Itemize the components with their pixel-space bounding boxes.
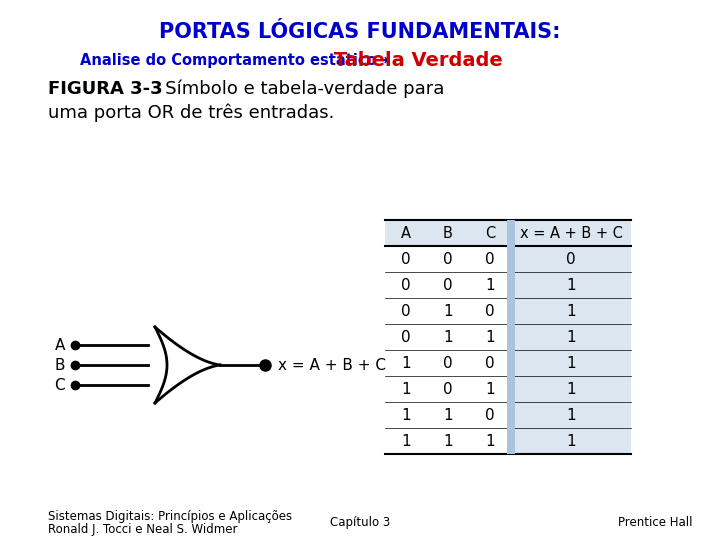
- Text: 1: 1: [485, 278, 495, 293]
- Text: B: B: [443, 226, 453, 240]
- Text: 1: 1: [485, 381, 495, 396]
- Text: uma porta OR de três entradas.: uma porta OR de três entradas.: [48, 103, 334, 122]
- Text: 1: 1: [566, 278, 576, 293]
- Text: 0: 0: [444, 381, 453, 396]
- Text: Analise do Comportamento estático→: Analise do Comportamento estático→: [80, 52, 389, 68]
- Text: 1: 1: [401, 434, 411, 449]
- Text: 1: 1: [566, 303, 576, 319]
- Text: B: B: [55, 357, 65, 373]
- Text: 0: 0: [401, 303, 411, 319]
- Text: 1: 1: [566, 434, 576, 449]
- Bar: [507, 220, 515, 454]
- Text: 1: 1: [444, 329, 453, 345]
- Text: C: C: [55, 377, 65, 393]
- Text: 1: 1: [401, 355, 411, 370]
- Text: 0: 0: [401, 252, 411, 267]
- Text: FIGURA 3-3: FIGURA 3-3: [48, 80, 163, 98]
- Text: 1: 1: [566, 381, 576, 396]
- Text: Tabela Verdade: Tabela Verdade: [327, 51, 503, 70]
- Text: 1: 1: [566, 408, 576, 422]
- Text: 0: 0: [485, 408, 495, 422]
- Text: Sistemas Digitais: Princípios e Aplicações: Sistemas Digitais: Princípios e Aplicaçõ…: [48, 510, 292, 523]
- Text: 1: 1: [485, 329, 495, 345]
- Polygon shape: [155, 327, 220, 403]
- Text: 0: 0: [401, 329, 411, 345]
- Text: A: A: [401, 226, 411, 240]
- Text: Prentice Hall: Prentice Hall: [618, 516, 692, 529]
- Text: 1: 1: [566, 355, 576, 370]
- Text: PORTAS LÓGICAS FUNDAMENTAIS:: PORTAS LÓGICAS FUNDAMENTAIS:: [159, 22, 561, 42]
- Text: 0: 0: [444, 355, 453, 370]
- Text: Capítulo 3: Capítulo 3: [330, 516, 390, 529]
- Text: x = A + B + C: x = A + B + C: [520, 226, 622, 240]
- Text: 1: 1: [401, 408, 411, 422]
- Text: 1: 1: [485, 434, 495, 449]
- Text: Ronald J. Tocci e Neal S. Widmer: Ronald J. Tocci e Neal S. Widmer: [48, 523, 238, 536]
- Text: 1: 1: [566, 329, 576, 345]
- Text: 1: 1: [401, 381, 411, 396]
- Text: 0: 0: [485, 355, 495, 370]
- Bar: [511, 220, 631, 454]
- Text: 0: 0: [485, 303, 495, 319]
- Text: x = A + B + C: x = A + B + C: [278, 357, 386, 373]
- Text: 0: 0: [401, 278, 411, 293]
- Text: Símbolo e tabela-verdade para: Símbolo e tabela-verdade para: [148, 80, 444, 98]
- Text: 1: 1: [444, 434, 453, 449]
- Bar: [385, 220, 511, 246]
- Text: 0: 0: [485, 252, 495, 267]
- Text: 0: 0: [444, 278, 453, 293]
- Text: A: A: [55, 338, 65, 353]
- Text: 0: 0: [444, 252, 453, 267]
- Text: C: C: [485, 226, 495, 240]
- Text: 0: 0: [566, 252, 576, 267]
- Text: 1: 1: [444, 303, 453, 319]
- Text: 1: 1: [444, 408, 453, 422]
